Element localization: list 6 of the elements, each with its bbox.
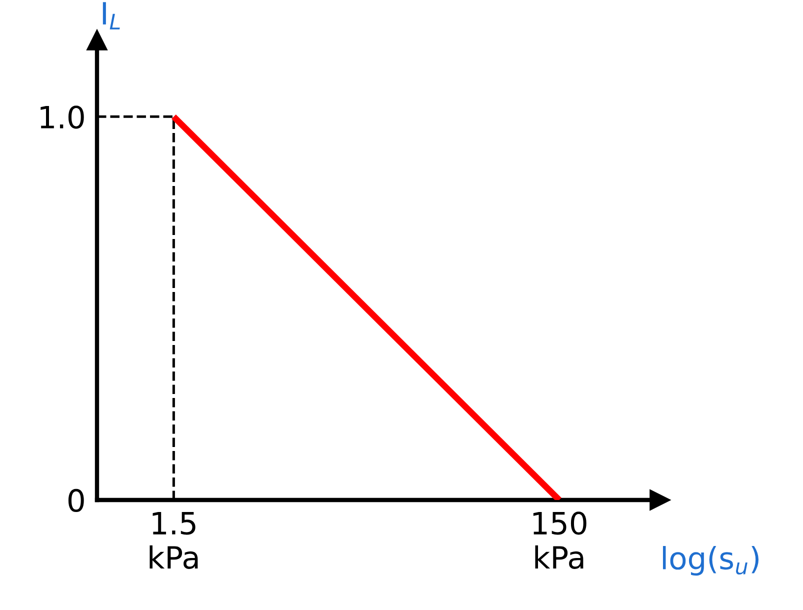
- x-tick-label: 150 kPa: [533, 512, 586, 569]
- y-axis-title: I$_{L}$: [102, 2, 120, 30]
- y-tick-label: 0: [68, 488, 84, 512]
- x-axis-title: log(s$_{u}$): [662, 546, 758, 576]
- x-tick-label: 1.5 kPa: [150, 512, 198, 569]
- y-tick-label: 1.0: [40, 106, 84, 129]
